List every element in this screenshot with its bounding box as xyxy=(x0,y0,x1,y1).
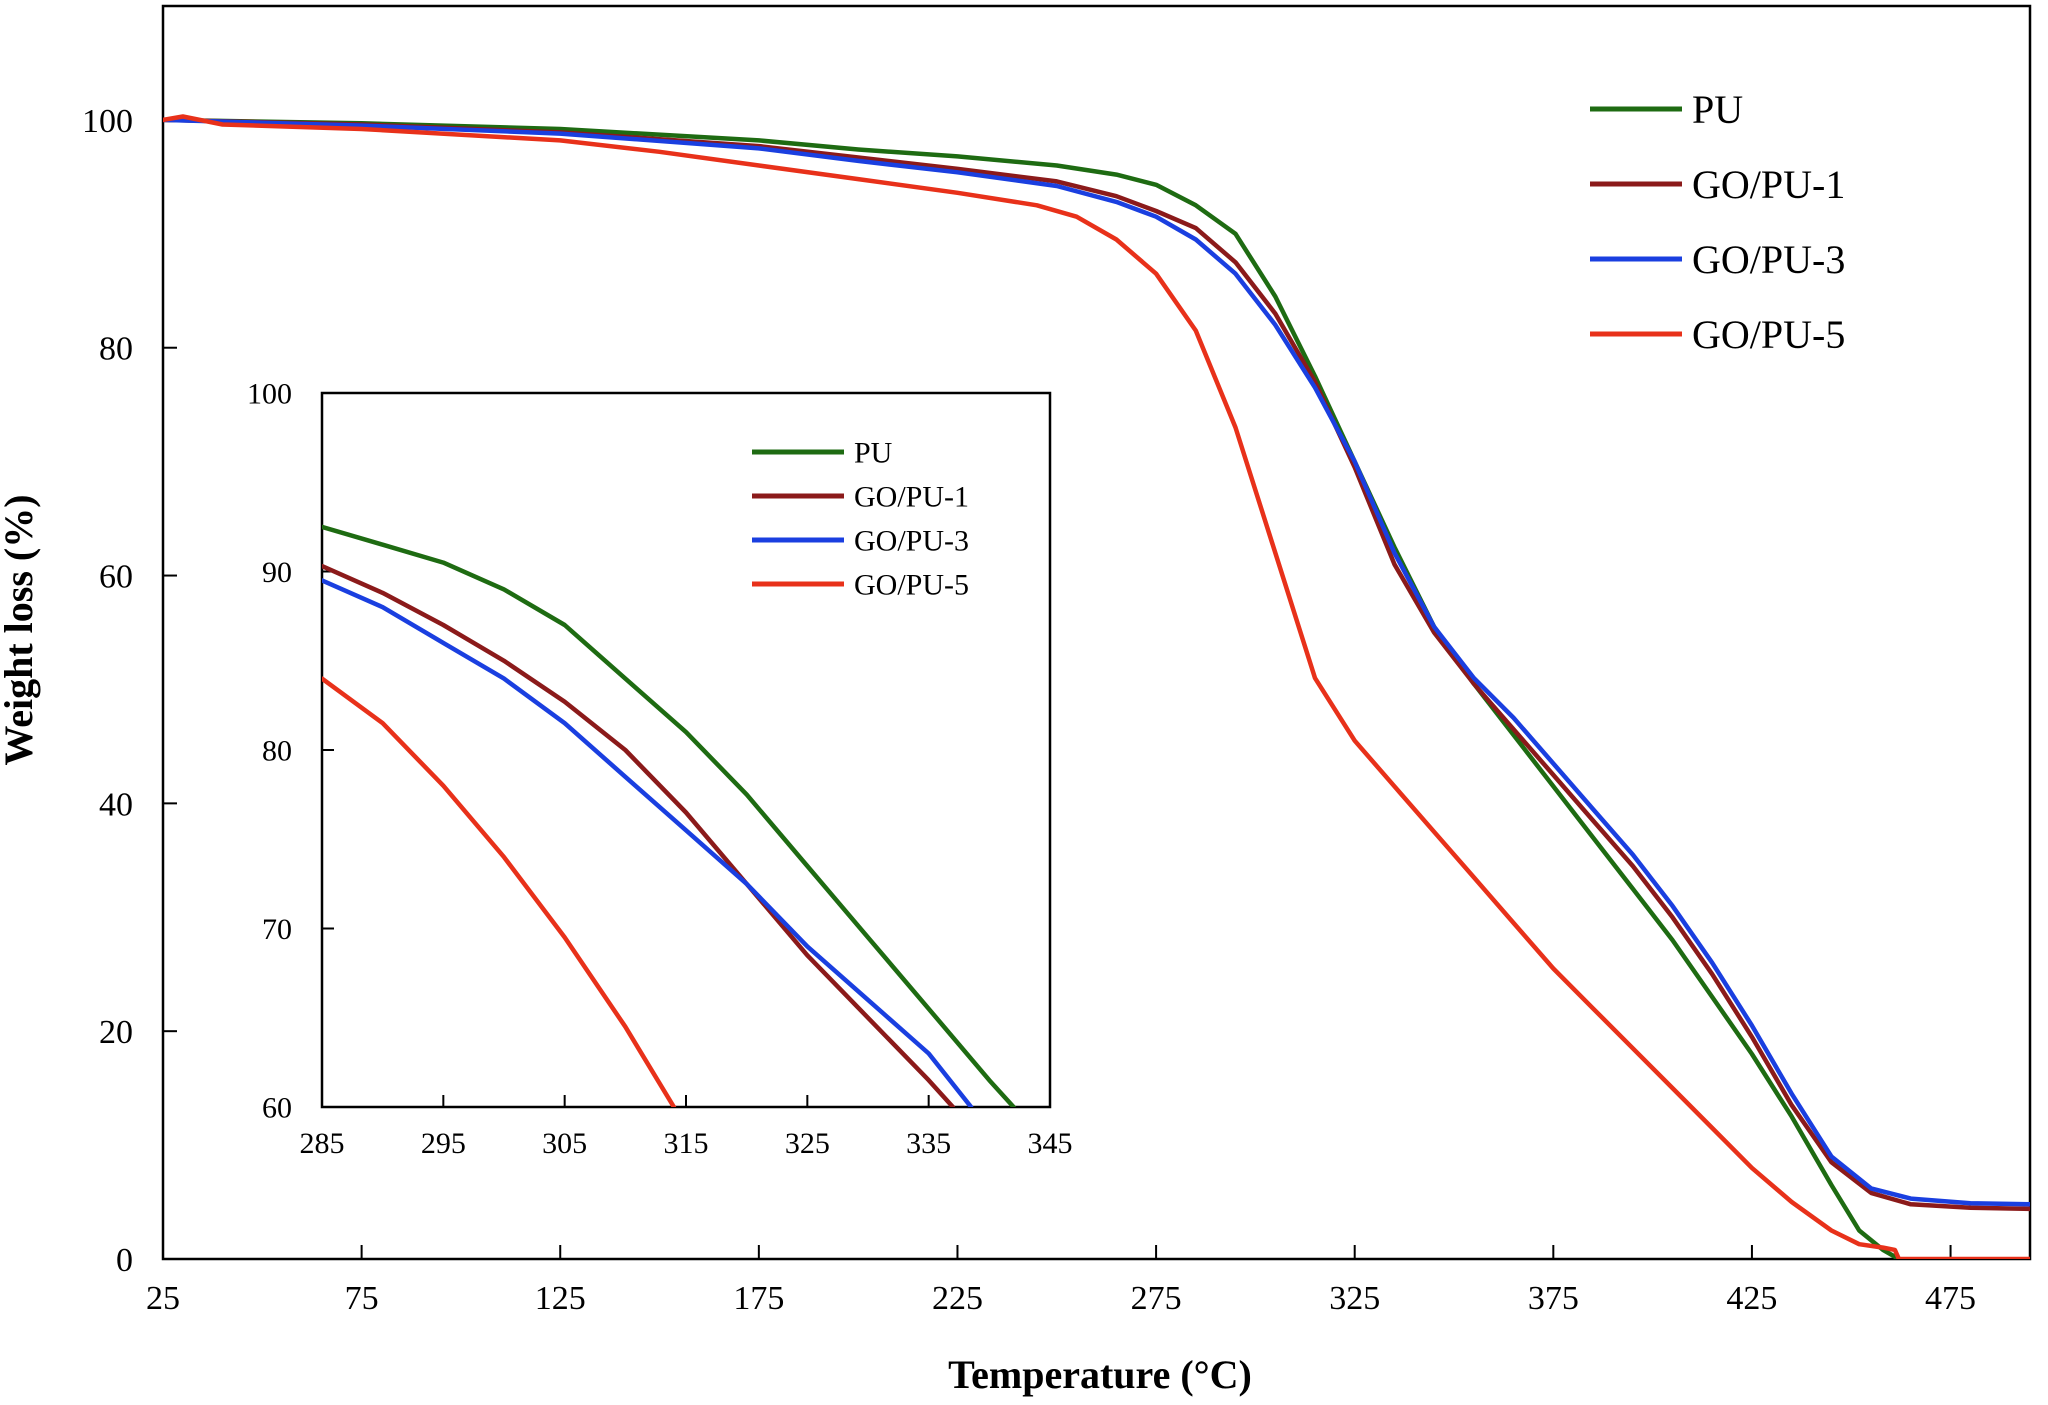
main-x-tick-label: 125 xyxy=(535,1280,586,1317)
main-series-line-pu xyxy=(163,117,1902,1259)
inset-series-line-go-pu-3 xyxy=(322,578,974,1107)
inset-y-tick-label: 100 xyxy=(247,378,292,411)
main-legend-label: GO/PU-3 xyxy=(1692,237,1845,282)
inset-y-tick-label: 60 xyxy=(262,1092,292,1125)
main-legend: PU GO/PU-1 GO/PU-3 GO/PU-5 xyxy=(1590,87,1845,357)
inset-series-line-go-pu-1 xyxy=(322,563,956,1107)
inset-series-line-pu xyxy=(322,524,1016,1107)
main-x-tick-label: 275 xyxy=(1131,1280,1182,1317)
main-x-tick-label: 325 xyxy=(1329,1280,1380,1317)
main-x-tick-label: 25 xyxy=(146,1280,180,1317)
inset-legend-label: GO/PU-5 xyxy=(854,569,969,602)
inset-legend-label: GO/PU-1 xyxy=(854,481,969,514)
inset-plot-frame xyxy=(320,391,1052,1109)
inset-y-tick-label: 90 xyxy=(262,556,292,589)
inset-x-tick-label: 345 xyxy=(1028,1127,1073,1160)
main-y-tick-label: 100 xyxy=(82,103,133,140)
main-y-tick-label: 40 xyxy=(99,786,133,823)
inset-x-tick-label: 335 xyxy=(906,1127,951,1160)
inset-x-tick-label: 295 xyxy=(421,1127,466,1160)
main-x-tick-label: 375 xyxy=(1528,1280,1579,1317)
inset-x-tick-label: 285 xyxy=(300,1127,345,1160)
x-axis-title: Temperature (°C) xyxy=(948,1352,1252,1397)
inset-legend-label: GO/PU-3 xyxy=(854,525,969,558)
main-legend-label: GO/PU-5 xyxy=(1692,312,1845,357)
main-x-tick-label: 75 xyxy=(345,1280,379,1317)
inset-legend-label: PU xyxy=(854,437,893,470)
main-series-line-go-pu-5 xyxy=(163,114,2030,1259)
inset-x-tick-label: 305 xyxy=(542,1127,587,1160)
main-series-group xyxy=(163,114,2030,1259)
main-x-tick-label: 175 xyxy=(733,1280,784,1317)
inset-y-tick-label: 70 xyxy=(262,913,292,946)
main-y-tick-label: 0 xyxy=(116,1242,133,1279)
main-y-tick-label: 20 xyxy=(99,1014,133,1051)
inset-y-tick-label: 80 xyxy=(262,735,292,768)
main-y-tick-label: 60 xyxy=(99,558,133,595)
main-legend-label: GO/PU-1 xyxy=(1692,162,1845,207)
main-x-tick-label: 425 xyxy=(1726,1280,1777,1317)
inset-series-line-go-pu-5 xyxy=(322,676,677,1107)
inset-x-tick-label: 325 xyxy=(785,1127,830,1160)
main-series-line-go-pu-3 xyxy=(163,117,2030,1207)
main-y-tick-label: 80 xyxy=(99,331,133,368)
inset-series-group xyxy=(322,524,1016,1107)
inset-legend: PU GO/PU-1 GO/PU-3 GO/PU-5 xyxy=(752,437,969,602)
main-x-tick-label: 225 xyxy=(932,1280,983,1317)
main-series-line-go-pu-1 xyxy=(163,117,2030,1212)
inset-x-tick-label: 315 xyxy=(664,1127,709,1160)
y-axis-title: Weight loss (%) xyxy=(0,494,41,765)
inset-plot: 285 295 305 315 325 335 345 60 70 80 90 100 PU GO/PU-… xyxy=(247,378,1073,1161)
main-x-tick-label: 475 xyxy=(1925,1280,1976,1317)
main-legend-label: PU xyxy=(1692,87,1743,132)
